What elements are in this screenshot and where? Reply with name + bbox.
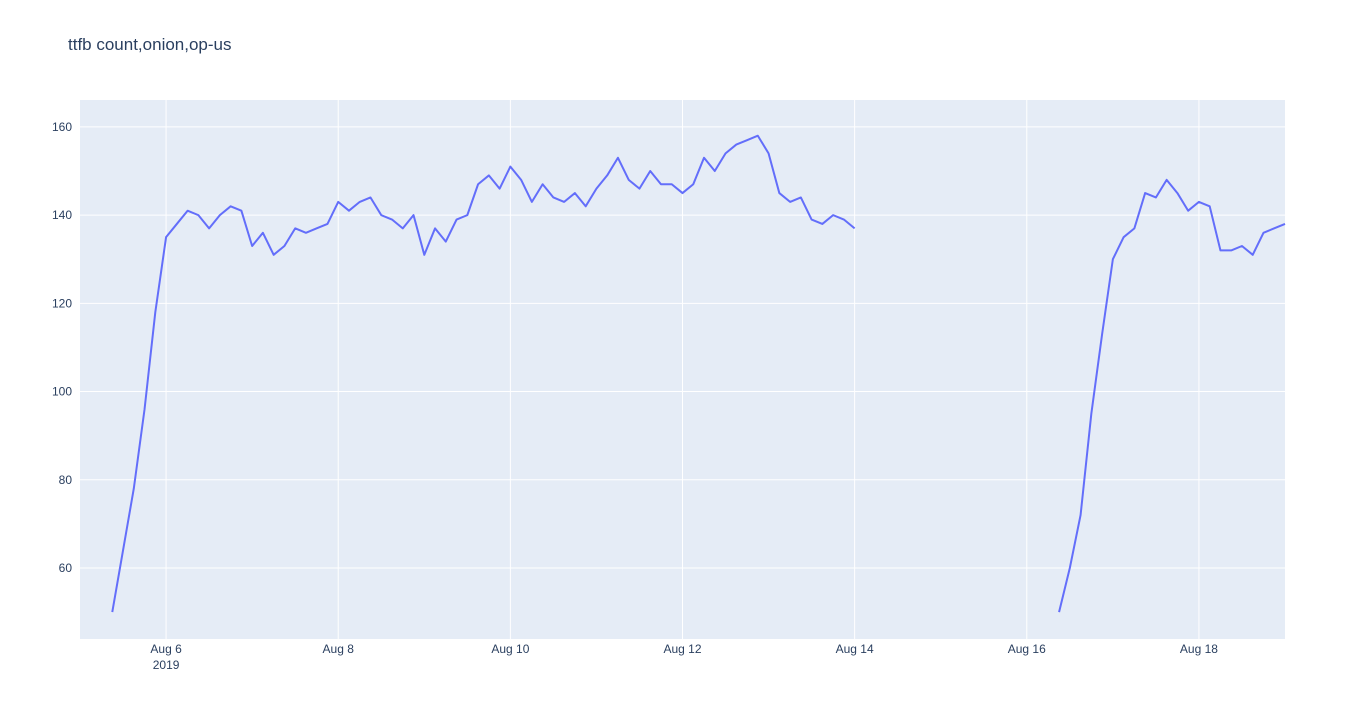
x-year-label: 2019 [153, 658, 180, 672]
x-tick-label: Aug 8 [323, 642, 355, 656]
x-tick-label: Aug 6 [150, 642, 182, 656]
x-tick-label: Aug 16 [1008, 642, 1046, 656]
y-tick-label: 80 [59, 473, 73, 487]
y-tick-label: 100 [52, 385, 72, 399]
x-tick-label: Aug 10 [491, 642, 529, 656]
chart-title: ttfb count,onion,op-us [68, 35, 232, 54]
x-tick-label: Aug 18 [1180, 642, 1218, 656]
series-line [111, 134, 1286, 613]
y-tick-label: 140 [52, 208, 72, 222]
y-tick-label: 120 [52, 296, 72, 310]
y-tick-label: 60 [59, 561, 73, 575]
x-tick-label: Aug 14 [836, 642, 874, 656]
y-tick-label: 160 [52, 120, 72, 134]
x-tick-label: Aug 12 [663, 642, 701, 656]
